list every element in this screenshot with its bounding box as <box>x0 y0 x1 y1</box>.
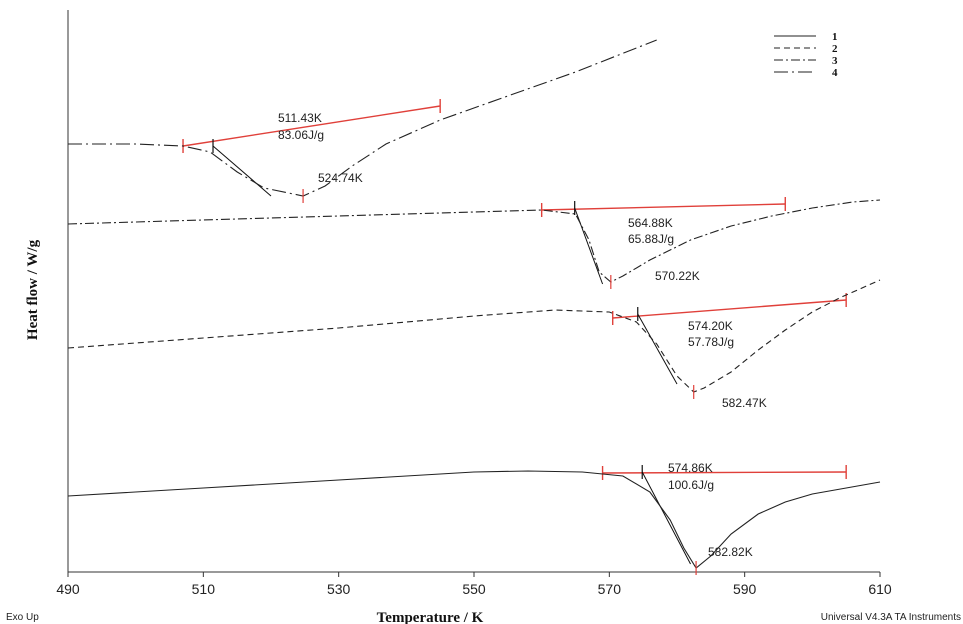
enthalpy-label: 83.06J/g <box>278 128 324 142</box>
x-axis-label: Temperature / K <box>377 610 484 624</box>
series-line-3 <box>67 199 881 283</box>
footer-exo-up: Exo Up <box>6 612 39 623</box>
plot-frame <box>67 10 880 573</box>
legend-label-4: 4 <box>832 67 838 79</box>
baseline-4 <box>182 105 441 147</box>
onset-temp-label: 574.86K <box>668 461 713 475</box>
legend-label-2: 2 <box>832 43 838 55</box>
peak-temp-label: 582.47K <box>722 396 767 410</box>
enthalpy-label: 100.6J/g <box>668 478 714 492</box>
peak-temp-label: 582.82K <box>708 545 753 559</box>
x-tick-label: 550 <box>462 581 486 597</box>
legend-label-1: 1 <box>832 31 838 43</box>
onset-tangent-4 <box>212 145 272 197</box>
x-axis-ticks: 490 510 530 550 570 590 610 <box>56 572 892 597</box>
baseline-3 <box>541 203 786 211</box>
series-line-2 <box>67 279 881 393</box>
x-tick-label: 590 <box>733 581 757 597</box>
onset-temp-label: 511.43K <box>278 111 322 125</box>
series-group <box>67 39 881 569</box>
baseline-1 <box>602 471 847 474</box>
annotations-group: 511.43K 83.06J/g 524.74K 564.88K 65.88J/g 570… <box>278 111 767 559</box>
legend-label-3: 3 <box>832 55 838 67</box>
onset-temp-label: 574.20K <box>688 319 733 333</box>
x-tick-label: 570 <box>598 581 622 597</box>
peak-temp-label: 570.22K <box>655 269 700 283</box>
x-tick-label: 530 <box>327 581 351 597</box>
enthalpy-label: 65.88J/g <box>628 232 674 246</box>
series-line-4 <box>68 39 657 197</box>
series-line-1 <box>67 470 881 569</box>
onset-tangents-group <box>212 145 691 565</box>
onset-tangent-2 <box>637 313 678 385</box>
onset-tangent-1 <box>641 471 691 565</box>
peak-temp-label: 524.74K <box>318 171 363 185</box>
y-axis-label: Heat flow / W/g <box>25 239 41 340</box>
x-tick-label: 610 <box>868 581 892 597</box>
baseline-2 <box>612 299 847 319</box>
baselines-group <box>182 99 847 480</box>
footer-instrument: Universal V4.3A TA Instruments <box>821 612 961 623</box>
onset-temp-label: 564.88K <box>628 216 673 230</box>
x-tick-label: 490 <box>56 581 80 597</box>
x-tick-label: 510 <box>192 581 216 597</box>
markers-group <box>212 139 697 575</box>
enthalpy-label: 57.78J/g <box>688 335 734 349</box>
